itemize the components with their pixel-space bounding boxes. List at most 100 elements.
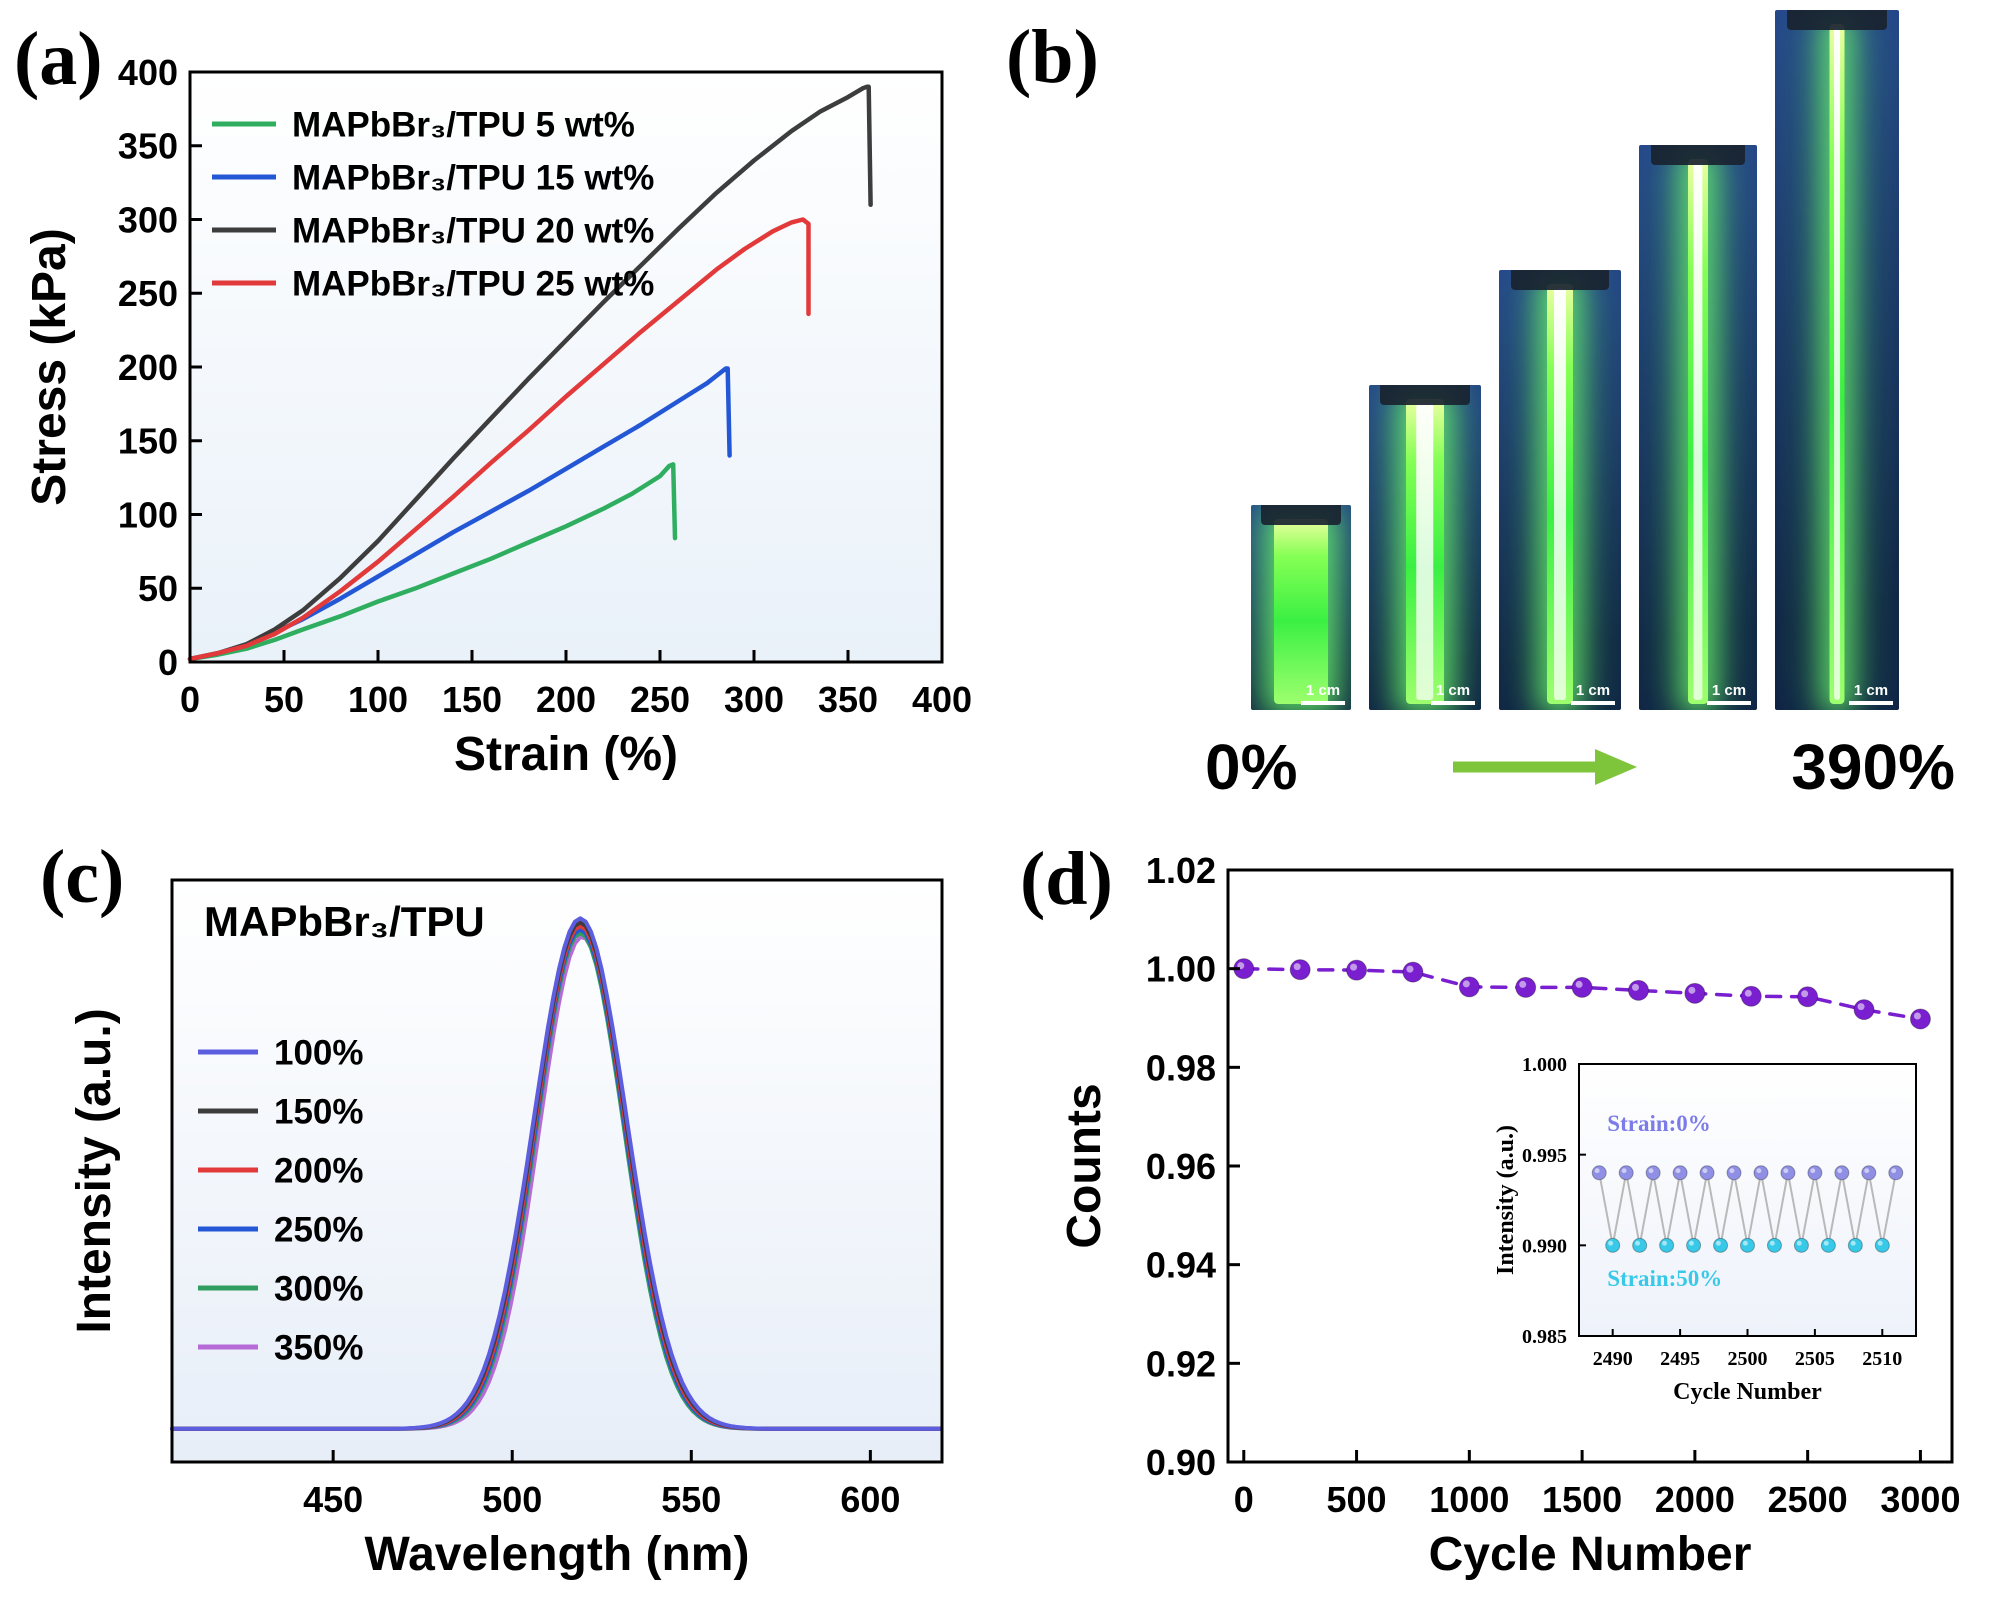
panel-a-stress-strain: (a) 0 50 100 150 200 250 300 350 400 0 50 100 150 200…	[0, 0, 1000, 810]
svg-text:0: 0	[180, 679, 200, 720]
clamp	[1380, 385, 1470, 405]
arrow-right-icon	[1453, 749, 1638, 785]
film-core-highlight	[1833, 28, 1841, 700]
strain-end-label: 390%	[1791, 731, 1955, 803]
svg-text:0.990: 0.990	[1522, 1236, 1567, 1258]
svg-text:300: 300	[118, 199, 178, 240]
panel-label-b: (b)	[1006, 15, 1099, 99]
pl-spectra-chart: 450 500 550 600 Wavelength (nm) Intensity (a.…	[68, 878, 944, 1581]
sample-photo-2: 1 cm	[1499, 270, 1621, 710]
scale-bar: 1 cm	[1849, 682, 1893, 705]
svg-text:1500: 1500	[1542, 1479, 1622, 1520]
svg-text:Wavelength (nm): Wavelength (nm)	[365, 1528, 750, 1581]
svg-text:500: 500	[1327, 1479, 1387, 1520]
svg-text:150%: 150%	[274, 1093, 364, 1132]
scale-bar-line	[1431, 701, 1475, 705]
scale-bar: 1 cm	[1707, 682, 1751, 705]
svg-text:400: 400	[912, 679, 972, 720]
svg-text:MAPbBr₃/TPU 15 wt%: MAPbBr₃/TPU 15 wt%	[292, 159, 654, 198]
svg-text:MAPbBr₃/TPU: MAPbBr₃/TPU	[204, 898, 485, 945]
svg-text:350: 350	[118, 126, 178, 167]
svg-text:Strain:50%: Strain:50%	[1607, 1266, 1722, 1291]
svg-text:50: 50	[138, 568, 178, 609]
svg-text:1000: 1000	[1429, 1479, 1509, 1520]
svg-text:350%: 350%	[274, 1329, 364, 1368]
svg-text:0.98: 0.98	[1146, 1047, 1216, 1088]
svg-text:Cycle Number: Cycle Number	[1429, 1528, 1752, 1581]
panel-b-stretch-photos: (b) 1 cm 1 cm 1 cm 1 cm 1 cm 0% 390%	[1000, 0, 2000, 810]
svg-text:250%: 250%	[274, 1211, 364, 1250]
svg-text:2500: 2500	[1768, 1479, 1848, 1520]
svg-text:0: 0	[1234, 1479, 1254, 1520]
svg-text:350: 350	[818, 679, 878, 720]
svg-text:250: 250	[118, 273, 178, 314]
scale-bar: 1 cm	[1431, 681, 1475, 705]
svg-text:100: 100	[348, 679, 408, 720]
clamp	[1261, 505, 1341, 525]
svg-text:Strain (%): Strain (%)	[454, 728, 678, 781]
film-core-highlight	[1693, 163, 1703, 700]
svg-text:100%: 100%	[274, 1034, 364, 1073]
film-core-highlight	[1416, 403, 1434, 700]
svg-text:1.000: 1.000	[1522, 1054, 1567, 1076]
svg-text:0.96: 0.96	[1146, 1146, 1216, 1187]
photo-row: 1 cm 1 cm 1 cm 1 cm 1 cm	[1195, 10, 1955, 710]
sample-photo-1: 1 cm	[1369, 385, 1481, 710]
scale-bar-line	[1849, 701, 1893, 705]
panel-label-a: (a)	[14, 17, 103, 101]
svg-text:2505: 2505	[1795, 1348, 1835, 1370]
svg-text:2495: 2495	[1660, 1348, 1700, 1370]
svg-text:550: 550	[661, 1479, 721, 1520]
sample-photo-4: 1 cm	[1775, 10, 1899, 710]
svg-text:450: 450	[303, 1479, 363, 1520]
svg-text:Intensity (a.u.): Intensity (a.u.)	[1493, 1125, 1519, 1275]
sample-photo-0: 1 cm	[1251, 505, 1351, 710]
scale-bar-line	[1707, 701, 1751, 705]
svg-text:300: 300	[724, 679, 784, 720]
svg-text:2500: 2500	[1728, 1348, 1768, 1370]
glowing-film-strip	[1688, 159, 1708, 704]
film-core-highlight	[1554, 288, 1566, 700]
svg-text:MAPbBr₃/TPU 5 wt%: MAPbBr₃/TPU 5 wt%	[292, 106, 635, 145]
svg-text:250: 250	[630, 679, 690, 720]
glowing-film-strip	[1274, 519, 1328, 704]
stress-strain-chart: 0 50 100 150 200 250 300 350 400 0 50 100 150 200 250 3…	[23, 52, 972, 781]
svg-text:300%: 300%	[274, 1270, 364, 1309]
svg-text:3000: 3000	[1880, 1479, 1960, 1520]
svg-text:200: 200	[536, 679, 596, 720]
svg-text:Stress (kPa): Stress (kPa)	[23, 228, 76, 505]
svg-text:400: 400	[118, 52, 178, 93]
svg-text:0: 0	[158, 642, 178, 683]
svg-text:200%: 200%	[274, 1152, 364, 1191]
panel-label-d: (d)	[1020, 837, 1113, 921]
panel-d-cycling-stability: (d) 0 500 1000 1500 2000 2500 3000 0.90 0.92 0.94…	[1000, 812, 2000, 1612]
svg-text:Intensity (a.u.): Intensity (a.u.)	[68, 1008, 121, 1333]
glowing-film-strip	[1406, 399, 1444, 704]
svg-text:100: 100	[118, 494, 178, 535]
svg-text:Cycle Number: Cycle Number	[1673, 1379, 1822, 1405]
svg-text:200: 200	[118, 347, 178, 388]
svg-text:0.995: 0.995	[1522, 1145, 1567, 1167]
clamp	[1511, 270, 1609, 290]
svg-text:150: 150	[442, 679, 502, 720]
svg-text:0.94: 0.94	[1146, 1245, 1216, 1286]
svg-text:500: 500	[482, 1479, 542, 1520]
scale-bar-line	[1301, 701, 1345, 705]
scale-bar: 1 cm	[1301, 682, 1345, 705]
glowing-film-strip	[1829, 24, 1845, 704]
panel-label-c: (c)	[40, 835, 125, 919]
svg-text:Counts: Counts	[1058, 1083, 1111, 1248]
pl-stability-chart: 0 500 1000 1500 2000 2500 3000 0.90 0.92 0.94 0.96…	[1058, 850, 1960, 1581]
svg-text:MAPbBr₃/TPU 20 wt%: MAPbBr₃/TPU 20 wt%	[292, 212, 654, 251]
svg-text:2000: 2000	[1655, 1479, 1735, 1520]
svg-text:50: 50	[264, 679, 304, 720]
svg-text:0.90: 0.90	[1146, 1442, 1216, 1483]
scale-bar-label: 1 cm	[1435, 681, 1471, 699]
svg-text:1.00: 1.00	[1146, 949, 1216, 990]
svg-text:600: 600	[840, 1479, 900, 1520]
glowing-film-strip	[1547, 284, 1573, 704]
scale-bar-line	[1571, 701, 1615, 705]
svg-text:2510: 2510	[1862, 1348, 1902, 1370]
svg-text:2490: 2490	[1593, 1348, 1633, 1370]
